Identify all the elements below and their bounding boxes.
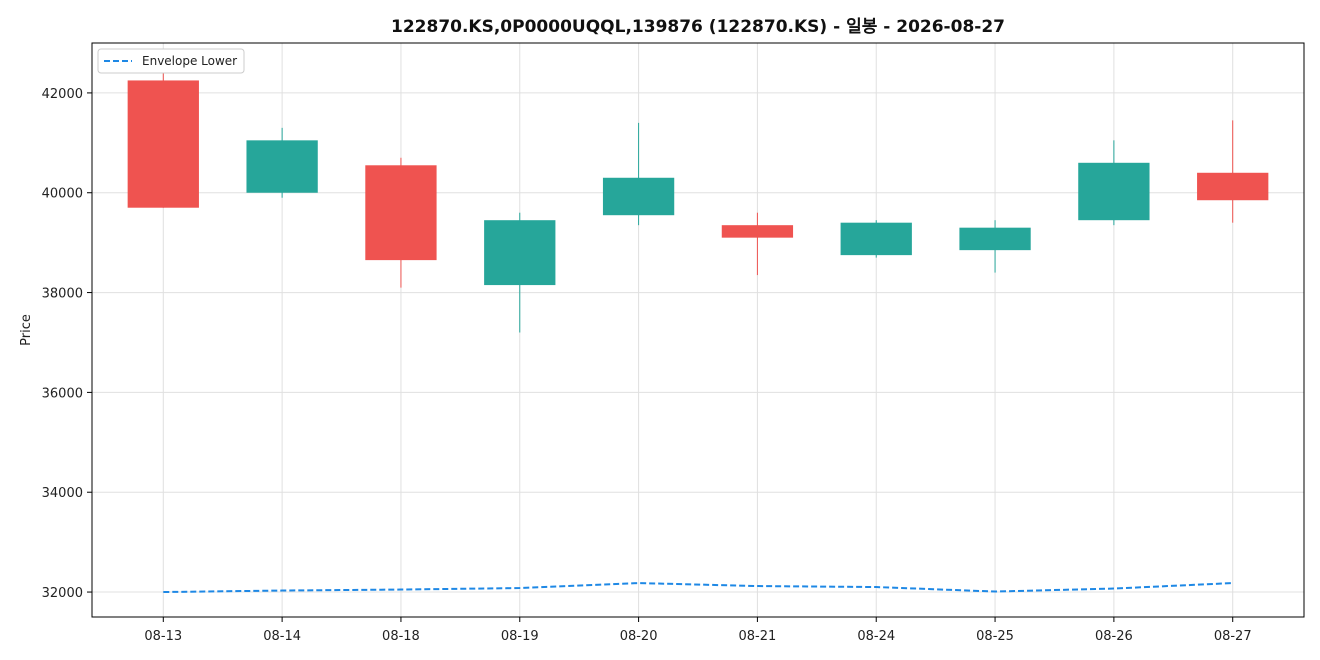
x-axis: 08-13 08-14 08-18 08-19 08-20 08-21 08-24 08-25… — [144, 617, 1252, 644]
candle-body — [484, 220, 556, 286]
candle-body — [1197, 172, 1269, 201]
y-tick-label: 42000 — [42, 87, 83, 102]
x-tick-label: 08-20 — [620, 629, 658, 644]
x-tick-label: 08-18 — [382, 629, 420, 644]
chart-title: 122870.KS,0P0000UQQL,139876 (122870.KS) … — [391, 17, 1005, 37]
candles — [127, 70, 1269, 333]
legend: Envelope Lower — [97, 48, 245, 74]
candle-body — [365, 165, 437, 261]
y-tick-label: 36000 — [42, 386, 83, 401]
x-tick-label: 08-14 — [263, 629, 301, 644]
x-tick-label: 08-26 — [1095, 629, 1133, 644]
candle-body — [959, 227, 1031, 251]
y-tick-label: 34000 — [42, 486, 83, 501]
plot-frame — [91, 42, 1305, 618]
x-tick-label: 08-24 — [857, 629, 895, 644]
y-tick-label: 32000 — [42, 586, 83, 601]
x-tick-label: 08-13 — [144, 629, 182, 644]
candle-body — [602, 177, 675, 216]
grid — [92, 43, 1304, 617]
y-tick-label: 40000 — [42, 187, 83, 202]
legend-box — [97, 48, 245, 74]
candle-body — [721, 225, 794, 238]
x-tick-label: 08-19 — [501, 629, 539, 644]
x-tick-label: 08-21 — [739, 629, 777, 644]
series-lines — [163, 582, 1233, 594]
x-tick-label: 08-27 — [1214, 629, 1252, 644]
y-tick-label: 38000 — [42, 287, 83, 302]
y-axis-title: Price — [19, 314, 34, 346]
candle-body — [840, 222, 912, 256]
legend-label-envelope-lower: Envelope Lower — [142, 54, 237, 68]
y-axis: 32000 34000 36000 38000 40000 42000 — [42, 87, 92, 601]
series-line-envelope-lower — [163, 582, 1233, 594]
candle-body — [127, 80, 199, 208]
candle-body — [1078, 162, 1150, 221]
candle-body — [246, 140, 318, 193]
x-tick-label: 08-25 — [976, 629, 1014, 644]
